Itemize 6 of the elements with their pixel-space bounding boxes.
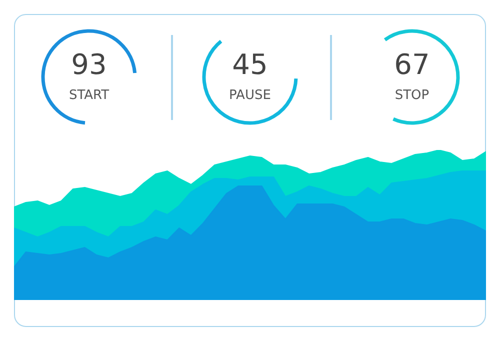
text: PAUSE — [228, 88, 272, 103]
text: 67 — [393, 48, 431, 81]
text: START — [68, 88, 110, 103]
text: 45 — [231, 48, 269, 81]
text: 93 — [70, 48, 108, 81]
text: STOP — [394, 88, 430, 103]
